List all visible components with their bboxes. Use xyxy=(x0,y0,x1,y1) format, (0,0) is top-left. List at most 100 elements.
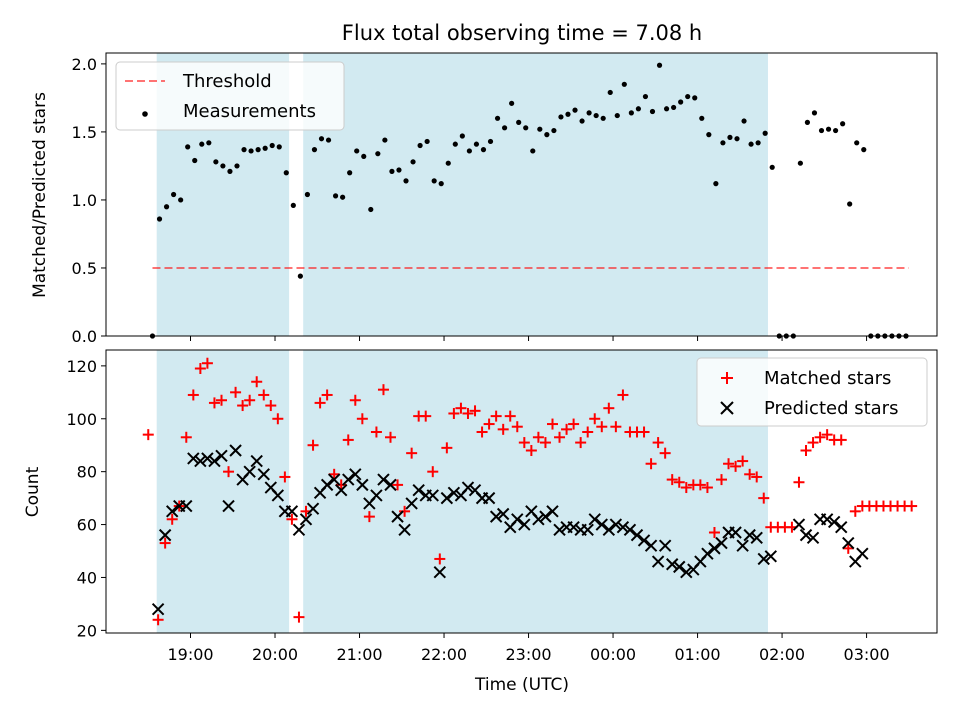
matched-star-point xyxy=(518,437,530,449)
measurement-point xyxy=(762,130,768,136)
matched-star-point xyxy=(582,426,594,438)
predicted-star-point xyxy=(708,542,721,555)
top-plot-frame xyxy=(105,52,938,337)
matched-star-point xyxy=(744,468,756,480)
measurement-point xyxy=(389,168,395,174)
predicted-star-point xyxy=(292,523,306,537)
measurement-point xyxy=(621,81,627,87)
matched-star-point xyxy=(814,431,826,443)
bottom-x-tick-label: 22:00 xyxy=(421,645,467,664)
predicted-star-point xyxy=(187,452,200,465)
predicted-star-point xyxy=(518,518,531,531)
predicted-star-point xyxy=(250,454,263,468)
predicted-star-point xyxy=(461,481,475,494)
matched-star-point xyxy=(800,445,812,457)
matched-star-point xyxy=(448,407,460,419)
predicted-star-point xyxy=(792,518,806,531)
measurement-point xyxy=(368,206,374,213)
measurement-point xyxy=(248,148,254,154)
matched-star-point xyxy=(265,400,277,412)
bottom-x-tick-label: 01:00 xyxy=(675,645,721,664)
predicted-star-point xyxy=(158,528,172,542)
measurement-point xyxy=(494,115,501,121)
measurement-point xyxy=(445,160,451,166)
bottom-y-axis: 20 40 60 80 100 120 xyxy=(66,357,106,640)
predicted-star-point xyxy=(673,560,686,574)
measurement-point xyxy=(861,147,867,153)
matched-star-point xyxy=(568,418,580,430)
measurement-point xyxy=(600,115,606,121)
matched-star-point xyxy=(610,421,622,433)
predicted-star-point xyxy=(405,497,418,510)
measurement-point xyxy=(509,100,515,106)
matched-star-point xyxy=(272,413,284,425)
measurement-point xyxy=(692,95,698,101)
matched-star-point xyxy=(441,442,453,454)
matched-star-point xyxy=(504,410,516,422)
bottom-x-tick-label: 21:00 xyxy=(336,645,382,664)
matched-star-point xyxy=(201,357,213,369)
measurement-point xyxy=(241,147,247,153)
measurement-point xyxy=(192,157,198,164)
predicted-star-point xyxy=(511,513,524,526)
legend-measurements-label: Measurements xyxy=(183,101,316,122)
predicted-star-point xyxy=(496,507,510,521)
measurement-point xyxy=(480,147,487,153)
predicted-star-point xyxy=(553,523,566,537)
predicted-star-point xyxy=(342,473,355,486)
measurement-point xyxy=(199,141,205,147)
measurement-point xyxy=(706,132,712,138)
matched-star-point xyxy=(842,542,854,554)
matched-star-point xyxy=(286,513,298,525)
bottom-legend: Matched stars Predicted stars xyxy=(696,357,928,427)
predicted-star-point xyxy=(257,468,270,481)
top-y-tick-label: 0.0 xyxy=(72,327,97,346)
predicted-star-point xyxy=(651,555,665,568)
measurement-point xyxy=(804,119,811,125)
measurement-point xyxy=(748,141,754,147)
measurement-point xyxy=(685,93,691,100)
matched-star-point xyxy=(659,447,671,459)
top-shaded-span-2 xyxy=(303,53,768,336)
predicted-star-point xyxy=(842,536,855,550)
measurement-point xyxy=(656,62,663,68)
top-y-axis-label: Matched/Predicted stars xyxy=(30,92,50,298)
predicted-star-point xyxy=(602,523,616,537)
predicted-star-point xyxy=(271,489,285,502)
predicted-star-point xyxy=(285,505,299,518)
measurement-point xyxy=(487,138,494,145)
predicted-star-point xyxy=(539,510,552,523)
predicted-star-point xyxy=(820,513,834,526)
predicted-star-point xyxy=(194,454,207,468)
matched-star-point xyxy=(223,466,235,478)
matched-star-point xyxy=(462,407,474,419)
matched-star-point xyxy=(406,447,418,459)
measurement-point xyxy=(361,153,367,160)
matched-star-point xyxy=(258,389,270,401)
measurement-point xyxy=(318,136,325,142)
predicted-star-point xyxy=(736,539,749,552)
measurement-point xyxy=(459,133,465,139)
matched-star-point xyxy=(645,458,657,470)
predicted-star-point xyxy=(327,473,341,486)
matched-star-point xyxy=(142,429,154,441)
bottom-x-tick-label: 00:00 xyxy=(590,645,636,664)
top-legend-box xyxy=(115,61,345,131)
matched-star-point xyxy=(159,537,171,549)
matched-star-point xyxy=(152,614,164,626)
matched-star-point xyxy=(652,437,664,449)
matched-star-point xyxy=(575,437,587,449)
measurement-point xyxy=(283,170,289,176)
legend-matched-swatch xyxy=(721,372,733,384)
legend-threshold-label: Threshold xyxy=(182,71,272,92)
measurement-points xyxy=(149,62,909,339)
measurement-point xyxy=(227,168,233,174)
predicted-star-point xyxy=(440,491,454,505)
matched-star-point xyxy=(589,413,601,425)
predicted-star-point xyxy=(835,520,848,534)
bottom-x-tick-label: 02:00 xyxy=(759,645,805,664)
measurement-point xyxy=(340,194,346,200)
matched-star-point xyxy=(497,423,509,435)
matched-star-point xyxy=(363,511,375,523)
